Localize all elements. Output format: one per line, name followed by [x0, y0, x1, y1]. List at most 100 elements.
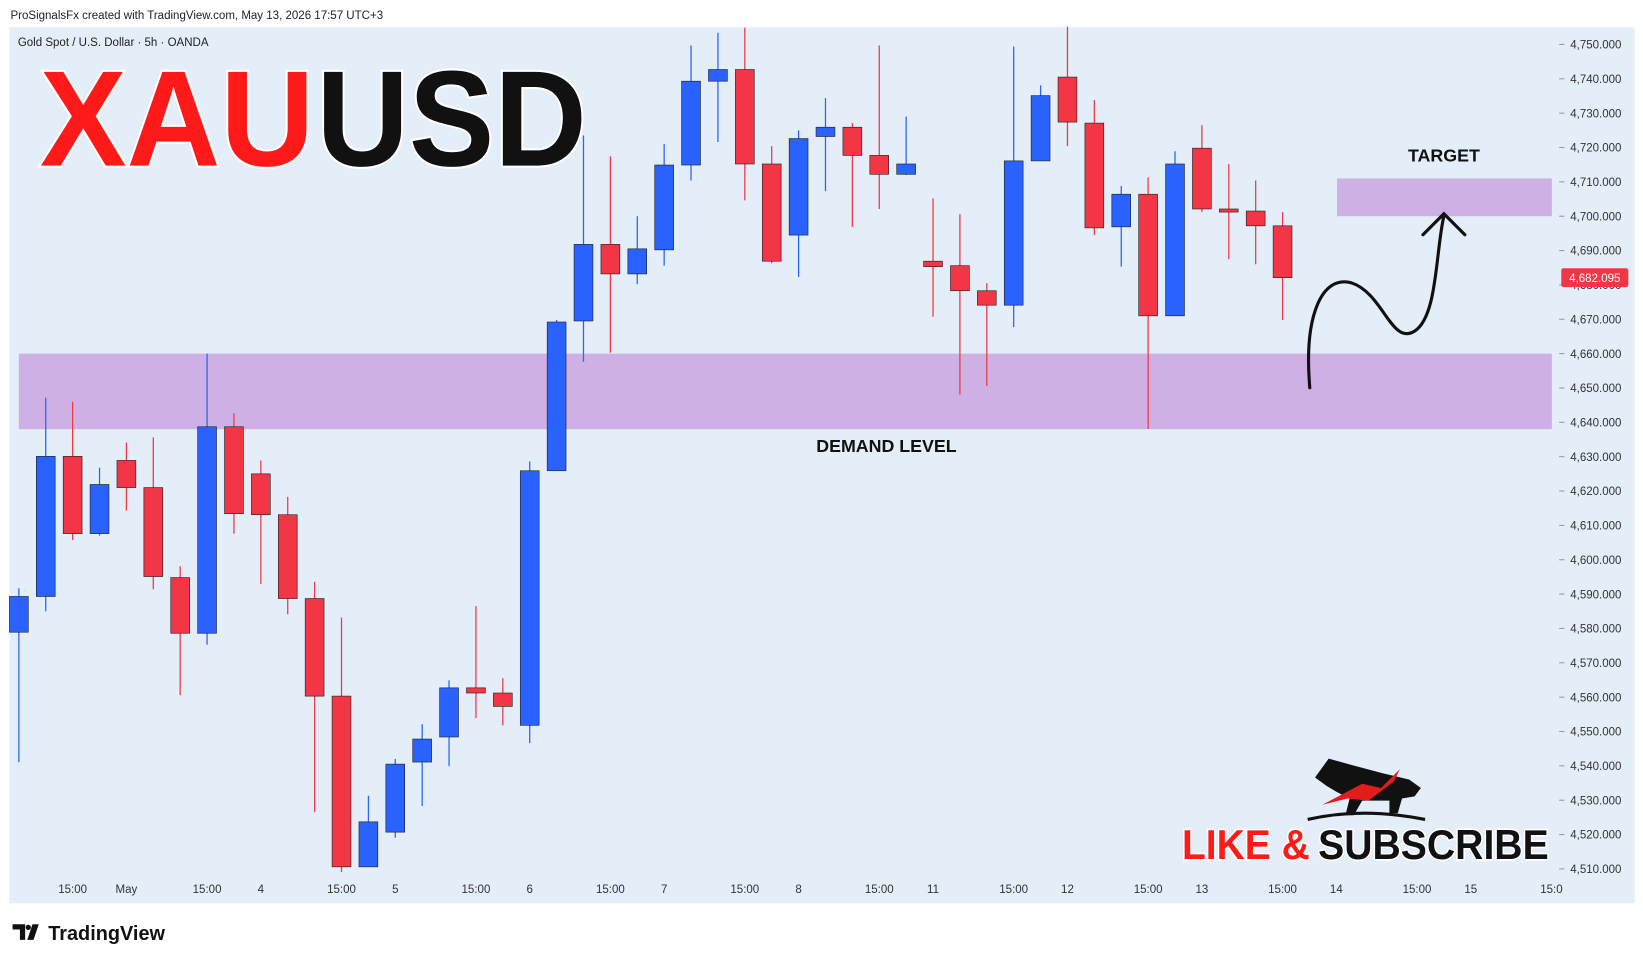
x-tick-label: 15:00 [596, 884, 625, 896]
y-tick-label: 4,710.000 [1570, 177, 1621, 189]
candle-body [627, 248, 648, 275]
x-tick-label: 15 [1464, 884, 1477, 896]
x-tick-label: 14 [1330, 884, 1343, 896]
zone [1337, 178, 1552, 217]
y-tick-label: 4,550.000 [1570, 727, 1621, 739]
y-tick-label: 4,700.000 [1570, 211, 1621, 223]
y-tick-label: 4,510.000 [1570, 864, 1621, 876]
candle-body [950, 265, 970, 292]
candle-body [1245, 210, 1266, 227]
y-tick-label: 4,590.000 [1570, 589, 1621, 601]
candle-body [1165, 163, 1185, 317]
candle-body [358, 821, 379, 868]
candle-body [815, 126, 836, 137]
candle-body [546, 321, 567, 472]
candle-body [842, 126, 863, 156]
candle-body [62, 456, 83, 534]
zone-label: TARGET [1408, 146, 1480, 166]
candle-body [681, 80, 701, 166]
candle-body [304, 598, 325, 697]
zone-label: DEMAND LEVEL [816, 436, 957, 456]
candle-body [1138, 193, 1158, 317]
x-tick-label: May [116, 884, 138, 896]
attribution: ProSignalsFx created with TradingView.co… [10, 10, 383, 22]
y-tick-label: 4,570.000 [1570, 658, 1621, 670]
y-tick-label: 4,730.000 [1570, 108, 1621, 120]
candle-body [385, 763, 406, 833]
y-tick-label: 4,610.000 [1570, 521, 1621, 533]
y-tick-label: 4,580.000 [1570, 624, 1621, 636]
projection-arrow [1307, 211, 1467, 390]
y-tick-label: 4,650.000 [1570, 383, 1621, 395]
candle-body [224, 426, 244, 515]
candle-body [331, 695, 352, 868]
x-tick-label: 15:00 [730, 884, 759, 896]
candle-body [1219, 208, 1239, 213]
y-tick-label: 4,670.000 [1570, 314, 1621, 326]
candle-body [654, 164, 674, 251]
candle-body [1030, 95, 1051, 162]
candle-body [1057, 76, 1078, 123]
bull-icon [1307, 758, 1426, 821]
title-part: USD [316, 43, 586, 195]
x-tick-label: 5 [392, 884, 398, 896]
chart-pane [9, 27, 1635, 904]
x-tick-label: 8 [795, 884, 801, 896]
x-tick-label: 12 [1061, 884, 1074, 896]
x-tick-label: 15:00 [327, 884, 356, 896]
candle-body [116, 460, 137, 488]
candle-body [1003, 160, 1024, 306]
candle-body [439, 687, 459, 738]
candle-body [923, 260, 943, 268]
candle-body [788, 138, 809, 236]
candle-body [466, 687, 486, 694]
y-tick-label: 4,660.000 [1570, 349, 1621, 361]
candle-body [277, 514, 298, 599]
candle-body [1111, 193, 1131, 228]
x-tick-label: 4 [258, 884, 265, 896]
candle-body [1192, 147, 1212, 210]
candle-body [170, 577, 190, 634]
candle-body [197, 426, 217, 634]
y-tick-label: 4,630.000 [1570, 452, 1621, 464]
zone [18, 353, 1552, 430]
candle-body [519, 470, 540, 726]
y-tick-label: 4,600.000 [1570, 555, 1621, 567]
x-tick-label: 15:00 [1134, 884, 1163, 896]
y-tick-label: 4,690.000 [1570, 246, 1621, 258]
candle-body [600, 244, 621, 275]
x-tick-label: 15:00 [193, 884, 222, 896]
x-tick-label: 7 [661, 884, 667, 896]
promo-text: SUBSCRIBE [1318, 821, 1549, 868]
brand: TradingView [48, 923, 165, 945]
x-tick-label: 15:00 [865, 884, 894, 896]
y-tick-label: 4,540.000 [1570, 761, 1621, 773]
candle-body [36, 456, 56, 597]
title-part: XAU [40, 43, 315, 195]
candle-body [493, 692, 513, 707]
last-price-label: 4,682.095 [1569, 273, 1620, 285]
x-tick-label: 13 [1195, 884, 1208, 896]
x-tick-label: 11 [927, 884, 939, 896]
y-tick-label: 4,640.000 [1570, 418, 1621, 430]
symbol-label: Gold Spot / U.S. Dollar · 5h · OANDA [18, 37, 209, 49]
y-tick-label: 4,750.000 [1570, 40, 1621, 52]
candle-body [9, 596, 29, 633]
promo-text: LIKE & [1182, 821, 1310, 868]
x-tick-label: 15:00 [999, 884, 1028, 896]
candle-body [1272, 225, 1293, 279]
candle-body [1084, 122, 1105, 229]
y-tick-label: 4,720.000 [1570, 143, 1621, 155]
y-tick-label: 4,560.000 [1570, 692, 1621, 704]
y-tick-label: 4,530.000 [1570, 795, 1621, 807]
x-tick-label: 15:00 [1403, 884, 1432, 896]
y-tick-label: 4,520.000 [1570, 830, 1621, 842]
x-tick-label: 15:00 [1268, 884, 1297, 896]
y-tick-label: 4,620.000 [1570, 486, 1621, 498]
candle-body [896, 163, 916, 175]
last-price-box [1561, 268, 1629, 288]
candle-body [977, 290, 997, 306]
candle-body [869, 155, 890, 175]
